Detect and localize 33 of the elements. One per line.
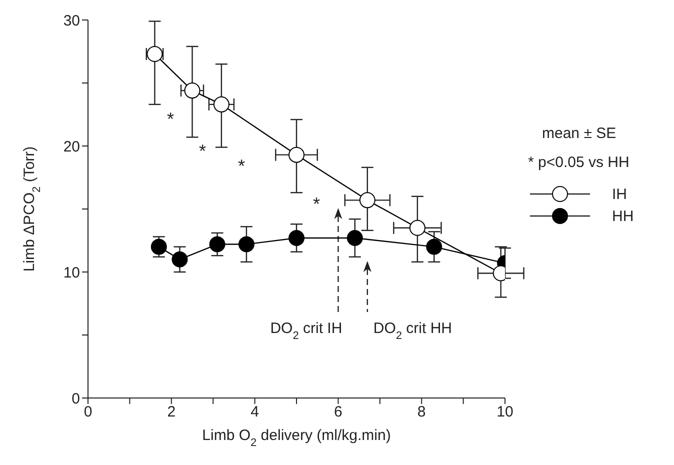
x-tick-label: 2: [167, 404, 176, 421]
point: [288, 230, 304, 246]
ref-line-label: DO$_{2}$ crit HH: [373, 320, 452, 342]
x-tick-label: 10: [496, 404, 514, 421]
x-tick-label: 0: [84, 404, 92, 421]
point: [346, 230, 363, 246]
point: [426, 238, 442, 255]
annotation: *: [199, 141, 206, 161]
point: [150, 238, 167, 255]
point: [172, 251, 188, 268]
annotation: *: [167, 109, 174, 129]
legend-label: HH: [612, 208, 634, 224]
annotation: *: [313, 194, 320, 214]
x-tick-label: 4: [250, 404, 259, 421]
x-tick-label: 6: [334, 404, 342, 421]
point: [209, 236, 226, 252]
ref-line-label: DO$_{2}$ crit IH: [270, 320, 342, 342]
legend-label: IH: [612, 186, 627, 202]
point: [238, 236, 254, 252]
point: [213, 96, 230, 112]
point: [359, 192, 376, 208]
y-tick-label: 20: [63, 138, 80, 156]
point: [288, 146, 304, 163]
y-tick-label: 10: [63, 264, 80, 282]
x-axis-title: Limb O$_{2}$ delivery (ml/kg.min): [202, 427, 391, 449]
point: [409, 220, 426, 236]
text: mean ± SE: [542, 125, 618, 142]
x-tick-label: 8: [417, 404, 426, 421]
annotation: *: [238, 156, 246, 176]
text: * p<0.05 vs HH: [528, 154, 630, 171]
y-tick-label: 0: [72, 390, 80, 408]
point: [184, 82, 200, 99]
y-tick-label: 30: [63, 12, 80, 30]
